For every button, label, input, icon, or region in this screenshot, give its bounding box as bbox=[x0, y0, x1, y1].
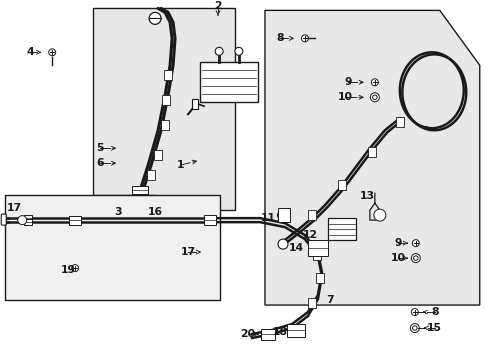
Bar bbox=[315, 273, 323, 283]
Text: 13: 13 bbox=[360, 191, 375, 201]
Text: 10: 10 bbox=[389, 253, 405, 263]
Circle shape bbox=[369, 93, 379, 102]
Text: 1: 1 bbox=[176, 160, 183, 170]
Text: 6: 6 bbox=[96, 158, 104, 168]
Bar bbox=[261, 329, 274, 339]
Text: 15: 15 bbox=[427, 323, 441, 333]
Text: 9: 9 bbox=[344, 77, 351, 87]
Text: 17: 17 bbox=[7, 203, 22, 213]
Text: 20: 20 bbox=[240, 329, 255, 339]
Bar bbox=[307, 210, 315, 220]
Polygon shape bbox=[264, 10, 479, 305]
Circle shape bbox=[409, 324, 418, 333]
Bar bbox=[161, 120, 169, 130]
Bar bbox=[307, 298, 315, 308]
Text: 14: 14 bbox=[288, 243, 303, 253]
Text: 11: 11 bbox=[260, 213, 275, 223]
Bar bbox=[69, 216, 81, 225]
Text: 12: 12 bbox=[302, 230, 317, 240]
Bar bbox=[200, 62, 258, 102]
Bar bbox=[132, 186, 148, 194]
Circle shape bbox=[370, 79, 378, 86]
Circle shape bbox=[301, 35, 308, 42]
Circle shape bbox=[411, 240, 418, 247]
Bar bbox=[24, 215, 32, 221]
Bar bbox=[164, 70, 172, 80]
Bar bbox=[337, 180, 345, 190]
Bar bbox=[307, 240, 327, 256]
Polygon shape bbox=[93, 8, 235, 210]
Circle shape bbox=[18, 216, 27, 225]
Text: 17: 17 bbox=[180, 247, 195, 257]
Circle shape bbox=[277, 211, 286, 220]
Bar bbox=[162, 95, 170, 105]
Text: 9: 9 bbox=[393, 238, 401, 248]
Text: 18: 18 bbox=[272, 327, 287, 337]
Bar bbox=[2, 216, 6, 224]
Bar bbox=[147, 170, 155, 180]
Bar bbox=[5, 195, 220, 300]
Bar bbox=[395, 117, 403, 127]
Text: 5: 5 bbox=[96, 143, 103, 153]
Bar bbox=[312, 250, 320, 260]
Circle shape bbox=[410, 253, 420, 262]
Text: 16: 16 bbox=[147, 207, 163, 217]
Circle shape bbox=[277, 239, 287, 249]
Text: 8: 8 bbox=[430, 307, 438, 317]
Circle shape bbox=[410, 309, 417, 316]
Circle shape bbox=[412, 326, 416, 330]
Bar bbox=[327, 218, 355, 240]
Circle shape bbox=[149, 12, 161, 24]
Text: 2: 2 bbox=[214, 1, 222, 12]
Text: 8: 8 bbox=[276, 33, 283, 43]
Bar bbox=[192, 99, 198, 109]
FancyBboxPatch shape bbox=[1, 214, 6, 225]
Circle shape bbox=[49, 49, 56, 56]
Bar bbox=[154, 150, 162, 160]
Circle shape bbox=[215, 47, 223, 55]
Circle shape bbox=[72, 265, 79, 271]
Text: 3: 3 bbox=[114, 207, 122, 217]
Bar bbox=[277, 208, 289, 222]
Text: 10: 10 bbox=[337, 92, 352, 102]
Circle shape bbox=[234, 47, 243, 55]
Bar bbox=[203, 215, 216, 225]
Bar bbox=[367, 147, 375, 157]
Circle shape bbox=[373, 209, 385, 221]
Bar bbox=[286, 324, 305, 337]
Circle shape bbox=[413, 256, 417, 260]
Bar bbox=[24, 219, 32, 225]
Text: 4: 4 bbox=[26, 47, 34, 57]
Text: 19: 19 bbox=[61, 265, 76, 275]
Circle shape bbox=[372, 95, 376, 99]
Text: 7: 7 bbox=[325, 295, 333, 305]
